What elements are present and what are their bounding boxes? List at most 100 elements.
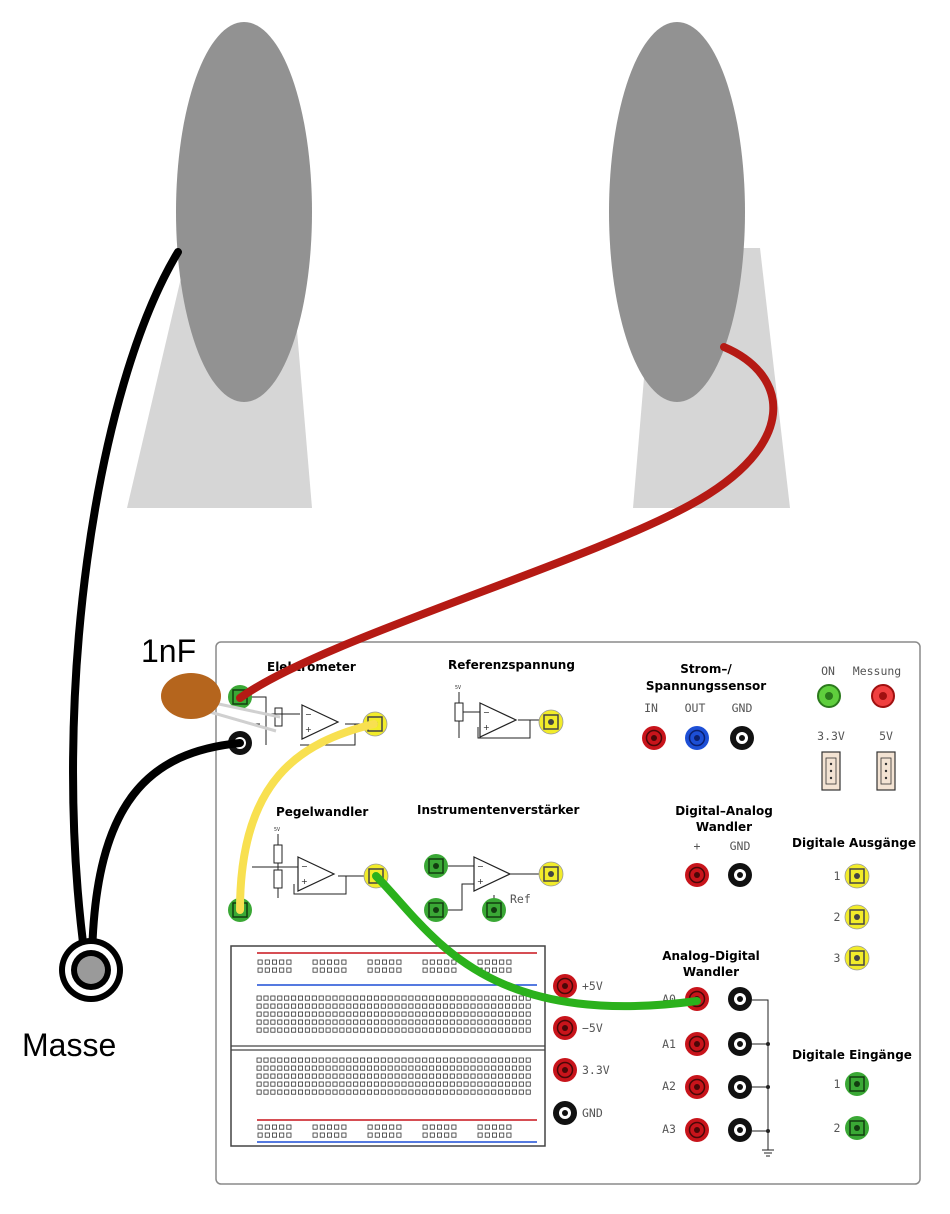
breadboard-hole[interactable] [264,959,270,965]
breadboard-hole[interactable] [401,995,407,1001]
breadboard-hole[interactable] [304,1027,310,1033]
breadboard-hole[interactable] [436,959,442,965]
breadboard-hole[interactable] [435,1011,441,1017]
breadboard-hole[interactable] [263,1073,269,1079]
breadboard-hole[interactable] [463,1003,469,1009]
breadboard-hole[interactable] [506,959,512,965]
breadboard-hole[interactable] [518,1065,524,1071]
breadboard-hole[interactable] [380,1081,386,1087]
breadboard-hole[interactable] [291,1065,297,1071]
breadboard-hole[interactable] [442,1073,448,1079]
breadboard-hole[interactable] [318,1081,324,1087]
breadboard-hole[interactable] [451,1124,457,1130]
breadboard-hole[interactable] [477,1057,483,1063]
breadboard-hole[interactable] [429,967,435,973]
breadboard-hole[interactable] [470,1003,476,1009]
breadboard-hole[interactable] [491,1089,497,1095]
breadboard-hole[interactable] [332,1027,338,1033]
breadboard-hole[interactable] [491,1003,497,1009]
breadboard-hole[interactable] [442,1027,448,1033]
breadboard-hole[interactable] [291,1057,297,1063]
breadboard-hole[interactable] [353,1003,359,1009]
breadboard-hole[interactable] [463,1019,469,1025]
breadboard-hole[interactable] [477,1132,483,1138]
breadboard-hole[interactable] [381,1132,387,1138]
digital-input-1-jack[interactable] [844,1071,870,1097]
breadboard-hole[interactable] [346,1057,352,1063]
breadboard-hole[interactable] [325,1073,331,1079]
breadboard-hole[interactable] [463,1081,469,1087]
breadboard-hole[interactable] [311,1081,317,1087]
breadboard-hole[interactable] [380,1027,386,1033]
breadboard-hole[interactable] [380,1089,386,1095]
breadboard-hole[interactable] [291,1019,297,1025]
breadboard-hole[interactable] [422,1132,428,1138]
breadboard-hole[interactable] [504,995,510,1001]
breadboard-hole[interactable] [326,1132,332,1138]
breadboard-hole[interactable] [339,1003,345,1009]
breadboard-hole[interactable] [477,1003,483,1009]
breadboard-hole[interactable] [257,959,263,965]
breadboard-hole[interactable] [518,1011,524,1017]
breadboard-hole[interactable] [477,1011,483,1017]
breadboard-hole[interactable] [366,1089,372,1095]
red-wire[interactable] [236,343,778,702]
breadboard-hole[interactable] [518,1019,524,1025]
breadboard-hole[interactable] [319,959,325,965]
breadboard-hole[interactable] [366,1011,372,1017]
breadboard-hole[interactable] [525,1089,531,1095]
breadboard-hole[interactable] [504,1073,510,1079]
breadboard-hole[interactable] [257,1124,263,1130]
breadboard-hole[interactable] [297,1057,303,1063]
breadboard-hole[interactable] [353,1065,359,1071]
breadboard-hole[interactable] [442,995,448,1001]
breadboard-hole[interactable] [463,1057,469,1063]
breadboard-hole[interactable] [387,1011,393,1017]
breadboard-hole[interactable] [271,959,277,965]
ground-terminal[interactable] [59,938,123,1002]
breadboard-hole[interactable] [484,1124,490,1130]
breadboard-hole[interactable] [442,1057,448,1063]
breadboard-hole[interactable] [366,1081,372,1087]
breadboard-hole[interactable] [380,1073,386,1079]
breadboard-hole[interactable] [325,1057,331,1063]
breadboard-hole[interactable] [380,995,386,1001]
breadboard-hole[interactable] [451,959,457,965]
breadboard-hole[interactable] [353,1057,359,1063]
breadboard-hole[interactable] [463,1073,469,1079]
breadboard-hole[interactable] [484,1073,490,1079]
breadboard-hole[interactable] [256,1027,262,1033]
breadboard-hole[interactable] [318,1057,324,1063]
breadboard-hole[interactable] [401,1027,407,1033]
breadboard-hole[interactable] [325,995,331,1001]
breadboard-hole[interactable] [360,1019,366,1025]
breadboard-hole[interactable] [373,1073,379,1079]
breadboard-hole[interactable] [470,995,476,1001]
digital-output-2-jack[interactable] [844,904,870,930]
breadboard-hole[interactable] [360,1065,366,1071]
breadboard-hole[interactable] [373,1011,379,1017]
breadboard-hole[interactable] [449,1019,455,1025]
breadboard-hole[interactable] [389,959,395,965]
breadboard-hole[interactable] [270,1003,276,1009]
breadboard-hole[interactable] [332,1089,338,1095]
breadboard-hole[interactable] [270,1073,276,1079]
breadboard-hole[interactable] [389,1132,395,1138]
breadboard-hole[interactable] [312,1132,318,1138]
breadboard-hole[interactable] [373,1065,379,1071]
breadboard-hole[interactable] [297,1027,303,1033]
breadboard-hole[interactable] [256,1081,262,1087]
breadboard-hole[interactable] [312,959,318,965]
breadboard-hole[interactable] [366,1027,372,1033]
breadboard-hole[interactable] [346,1011,352,1017]
breadboard-hole[interactable] [435,1057,441,1063]
breadboard-hole[interactable] [477,959,483,965]
breadboard-hole[interactable] [297,1089,303,1095]
breadboard-hole[interactable] [504,1065,510,1071]
breadboard-hole[interactable] [366,1065,372,1071]
breadboard-hole[interactable] [396,1132,402,1138]
breadboard-hole[interactable] [286,1132,292,1138]
breadboard-hole[interactable] [518,1081,524,1087]
breadboard-hole[interactable] [341,967,347,973]
breadboard-hole[interactable] [341,959,347,965]
